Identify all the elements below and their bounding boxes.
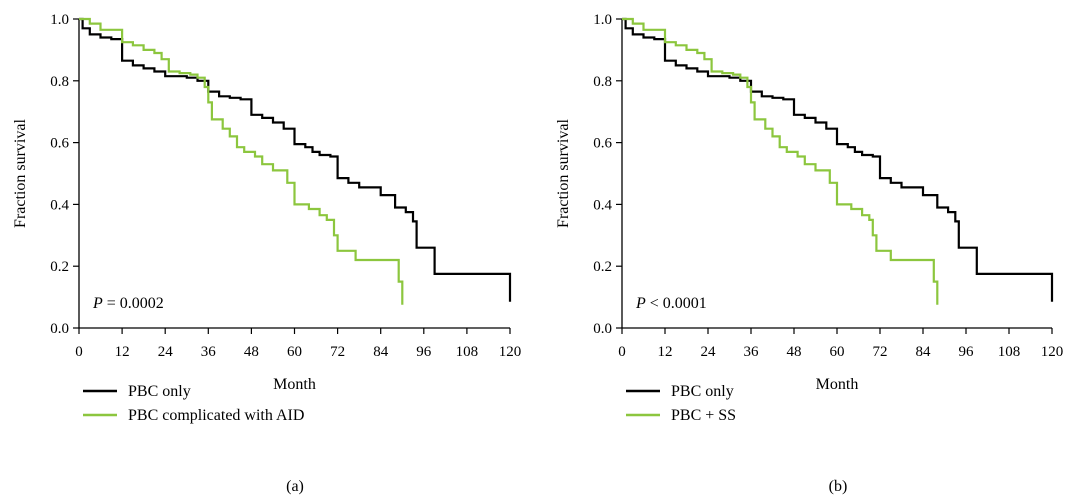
x-tick-label: 60 <box>287 344 302 360</box>
x-tick-label: 84 <box>373 344 389 360</box>
y-tick-label: 0.0 <box>50 321 69 337</box>
x-tick-label: 108 <box>998 344 1021 360</box>
legend: PBC only PBC complicated with AID <box>83 383 304 424</box>
panel-b: 0.0 0.2 0.4 0.6 0.8 1.0 0 12 24 36 48 60 72 84 96 108 12… <box>555 12 1063 495</box>
survival-curve-comparison <box>79 17 404 305</box>
x-tick-label: 72 <box>873 344 888 360</box>
panel-a: 0.0 0.2 0.4 0.6 0.8 1.0 0 12 24 36 48 60 72 84 96 108 12… <box>12 12 521 495</box>
p-value-annotation: P = 0.0002 <box>92 295 164 312</box>
y-tick-label: 0.8 <box>593 74 612 90</box>
y-tick-label: 0.6 <box>50 136 69 152</box>
survival-curve-pbc-only <box>79 17 512 302</box>
x-tick-label: 60 <box>830 344 845 360</box>
x-tick-label: 48 <box>787 344 802 360</box>
p-value-text: < 0.0001 <box>646 295 707 312</box>
legend-label: PBC complicated with AID <box>128 407 304 424</box>
y-tick-label: 0.6 <box>593 136 612 152</box>
y-tick-label: 0.0 <box>593 321 612 337</box>
survival-curve-comparison <box>622 17 939 305</box>
legend-label: PBC + SS <box>671 407 736 424</box>
x-tick-label: 120 <box>1041 344 1064 360</box>
x-tick-label: 0 <box>618 344 626 360</box>
x-tick-label: 84 <box>916 344 932 360</box>
x-tick-label: 36 <box>201 344 217 360</box>
x-tick-label: 72 <box>330 344 345 360</box>
legend-label: PBC only <box>128 383 191 400</box>
x-tick-label: 48 <box>244 344 259 360</box>
p-value-annotation: P < 0.0001 <box>635 295 707 312</box>
y-tick-label: 1.0 <box>50 12 69 28</box>
x-tick-label: 12 <box>658 344 673 360</box>
y-axis-title: Fraction survival <box>555 119 572 228</box>
x-tick-label: 12 <box>115 344 130 360</box>
x-tick-label: 108 <box>456 344 479 360</box>
x-axis-title: Month <box>816 376 859 393</box>
y-tick-label: 0.4 <box>50 197 69 213</box>
y-axis-title: Fraction survival <box>12 119 29 228</box>
survival-curve-pbc-only <box>622 17 1054 302</box>
x-tick-label: 24 <box>158 344 174 360</box>
legend: PBC only PBC + SS <box>626 383 736 424</box>
x-tick-label: 96 <box>959 344 975 360</box>
x-tick-label: 96 <box>416 344 432 360</box>
y-tick-label: 0.8 <box>50 74 69 90</box>
p-value-letter: P <box>92 295 103 312</box>
y-tick-label: 1.0 <box>593 12 612 28</box>
x-tick-label: 0 <box>75 344 83 360</box>
panel-label: (a) <box>286 478 304 495</box>
y-tick-label: 0.2 <box>593 259 612 275</box>
x-tick-label: 120 <box>499 344 522 360</box>
x-axis-title: Month <box>273 376 316 393</box>
y-tick-label: 0.4 <box>593 197 612 213</box>
x-tick-label: 36 <box>744 344 760 360</box>
panel-label: (b) <box>829 478 848 495</box>
p-value-text: = 0.0002 <box>103 295 164 312</box>
legend-label: PBC only <box>671 383 734 400</box>
y-tick-label: 0.2 <box>50 259 69 275</box>
p-value-letter: P <box>635 295 646 312</box>
x-tick-label: 24 <box>701 344 717 360</box>
